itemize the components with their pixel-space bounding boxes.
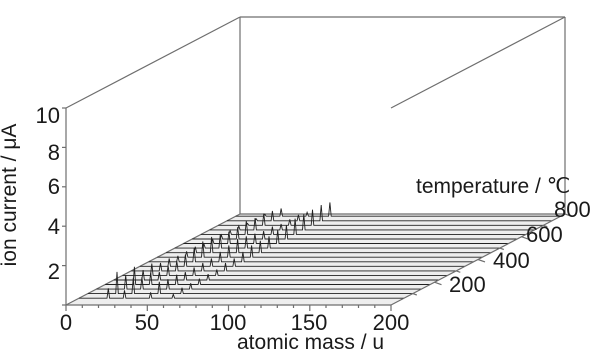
- series-trace: [209, 214, 535, 231]
- y-tick-label: 8: [48, 140, 60, 165]
- series-trace: [122, 263, 448, 276]
- series-trace: [166, 236, 492, 254]
- frame-edge: [65, 213, 241, 306]
- series-trace: [113, 270, 439, 281]
- series-trace: [235, 202, 561, 217]
- y-tick-label: 10: [36, 103, 60, 128]
- z-tick-label: 800: [554, 197, 591, 222]
- x-tick-label: 100: [210, 310, 247, 335]
- y-tick-label: 4: [48, 214, 60, 239]
- z-tick-mark: [521, 236, 529, 240]
- x-tick-label: 50: [135, 310, 159, 335]
- z-tick-mark: [499, 247, 504, 251]
- frame-edge: [65, 16, 241, 109]
- series-trace: [192, 225, 518, 240]
- series-trace: [148, 247, 474, 263]
- series-trace: [79, 288, 405, 299]
- z-tick-mark: [477, 258, 486, 263]
- z-tick-labels: 200 400 600 800: [449, 197, 591, 297]
- z-axis-title: temperature / ℃: [416, 175, 570, 198]
- series-trace: [183, 229, 509, 244]
- chart-frame: [65, 16, 566, 306]
- y-tick-label: 6: [48, 174, 60, 199]
- series-trace: [87, 271, 413, 295]
- z-tick-mark: [543, 224, 548, 228]
- y-tick-label: 2: [48, 259, 60, 284]
- x-tick-label: 200: [373, 310, 410, 335]
- z-tick-mark: [564, 213, 573, 217]
- z-tick-label: 600: [526, 222, 563, 247]
- frame-edge: [390, 16, 566, 109]
- y-tick-labels: 2 4 6 8 10: [36, 103, 60, 284]
- x-tick-label: 150: [291, 310, 328, 335]
- chart-front-frame: [62, 107, 573, 311]
- series-trace: [105, 266, 431, 285]
- x-axis-title: atomic mass / u: [237, 331, 384, 351]
- z-tick-mark: [412, 293, 417, 296]
- series-trace: [226, 204, 552, 222]
- series-trace: [96, 275, 422, 290]
- series-trace: [157, 241, 483, 258]
- z-tick-mark: [456, 270, 461, 273]
- z-tick-label: 400: [493, 248, 530, 273]
- z-tick-label: 200: [449, 272, 486, 297]
- chart-floor: [66, 214, 565, 305]
- series-trace: [174, 234, 500, 249]
- series-trace: [139, 254, 465, 267]
- y-axis-title: ion current / μA: [0, 124, 21, 267]
- series-trace: [200, 218, 526, 235]
- series-trace: [131, 260, 457, 272]
- series-traces: [79, 202, 561, 299]
- x-tick-labels: 0 50 100 150 200: [60, 310, 409, 335]
- x-tick-label: 0: [60, 310, 72, 335]
- series-trace: [218, 209, 544, 226]
- z-tick-mark: [434, 281, 442, 286]
